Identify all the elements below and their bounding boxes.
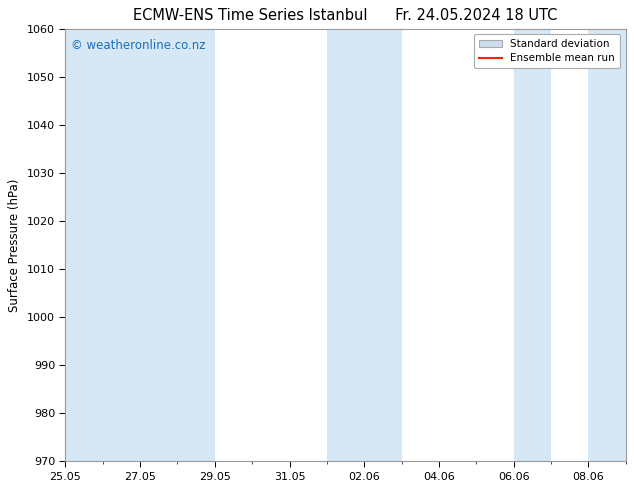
Bar bbox=[327, 29, 401, 461]
Y-axis label: Surface Pressure (hPa): Surface Pressure (hPa) bbox=[8, 178, 22, 312]
Bar bbox=[588, 29, 626, 461]
Bar bbox=[140, 29, 215, 461]
Bar bbox=[65, 29, 140, 461]
Text: © weatheronline.co.nz: © weatheronline.co.nz bbox=[71, 40, 205, 52]
Legend: Standard deviation, Ensemble mean run: Standard deviation, Ensemble mean run bbox=[474, 34, 621, 69]
Bar bbox=[514, 29, 551, 461]
Title: ECMW-ENS Time Series Istanbul      Fr. 24.05.2024 18 UTC: ECMW-ENS Time Series Istanbul Fr. 24.05.… bbox=[133, 8, 558, 24]
